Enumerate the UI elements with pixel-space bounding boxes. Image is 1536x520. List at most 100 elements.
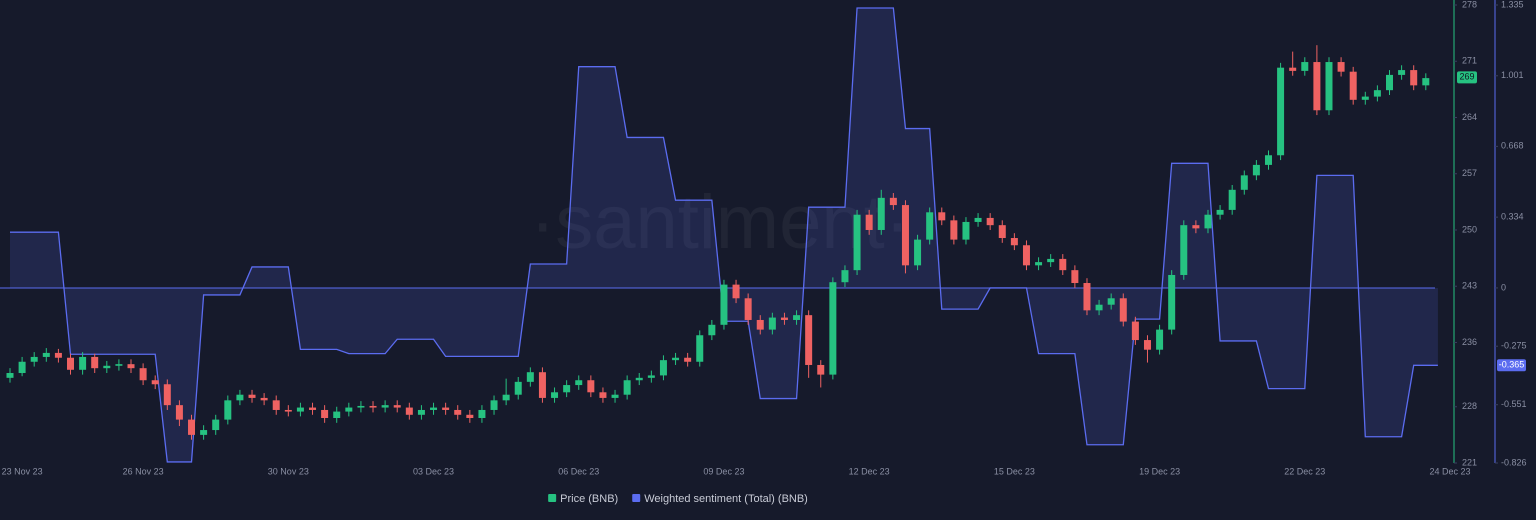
candle-body <box>6 373 14 378</box>
candle-body <box>865 214 873 230</box>
candle-body <box>914 239 922 266</box>
candle-body <box>321 409 329 419</box>
y2-tick-label: -0.275 <box>1501 341 1527 351</box>
legend-swatch <box>632 494 641 502</box>
candle-body <box>1240 175 1248 190</box>
candle-body <box>684 357 692 362</box>
candle-body <box>768 317 776 330</box>
candle-body <box>200 430 208 435</box>
candle-body <box>212 419 220 431</box>
x-tick-label: 23 Nov 23 <box>2 466 43 476</box>
candle-body <box>901 205 909 266</box>
y2-tick-label: 0.334 <box>1501 212 1524 222</box>
candle-body <box>417 409 425 415</box>
candle-body <box>526 372 534 382</box>
last-value-label: -0.365 <box>1499 360 1525 370</box>
x-tick-label: 30 Nov 23 <box>268 466 309 476</box>
candle-body <box>478 409 486 419</box>
candle-body <box>127 364 135 369</box>
candle-body <box>1168 274 1176 330</box>
last-value-box <box>1497 359 1526 372</box>
candle-body <box>1410 70 1418 86</box>
candles <box>6 45 1430 440</box>
candle-body <box>454 409 462 415</box>
candle-body <box>1228 189 1236 210</box>
y-tick-label: 271 <box>1462 56 1477 66</box>
candle-body <box>115 364 123 366</box>
last-value-label: 269 <box>1459 72 1474 82</box>
candle-body <box>1216 209 1224 215</box>
candle-body <box>42 352 50 357</box>
candle-body <box>369 405 377 408</box>
candle-body <box>393 405 401 408</box>
candle-body <box>599 392 607 398</box>
candle-body <box>163 384 171 406</box>
x-tick-label: 26 Nov 23 <box>123 466 164 476</box>
y-tick-label: 221 <box>1462 457 1477 467</box>
candle-body <box>284 409 292 412</box>
candle-body <box>18 361 26 374</box>
y2-tick-label: 0 <box>1501 282 1506 292</box>
candle-body <box>103 365 111 369</box>
candle-body <box>720 284 728 325</box>
candle-body <box>805 315 813 365</box>
candle-body <box>1071 270 1079 284</box>
candle-body <box>333 411 341 419</box>
candle-body <box>986 217 994 226</box>
candle-body <box>309 407 317 410</box>
candle-body <box>623 380 631 395</box>
candle-body <box>1192 225 1200 229</box>
candle-body <box>1119 298 1127 322</box>
candle-body <box>817 364 825 375</box>
candle-body <box>732 284 740 299</box>
candle-body <box>647 375 655 378</box>
candle-body <box>30 356 38 362</box>
x-tick-label: 09 Dec 23 <box>703 466 744 476</box>
x-tick-label: 03 Dec 23 <box>413 466 454 476</box>
candle-body <box>793 315 801 320</box>
candle-body <box>490 400 498 410</box>
candle-body <box>1422 78 1430 86</box>
candle-body <box>708 324 716 336</box>
candle-body <box>744 298 752 320</box>
y-tick-label: 236 <box>1462 337 1477 347</box>
candle-body <box>1373 90 1381 97</box>
candle-body <box>1252 164 1260 176</box>
y2-tick-label: 0.668 <box>1501 141 1524 151</box>
last-value-box <box>1457 71 1477 84</box>
candle-body <box>502 394 510 401</box>
candle-body <box>877 197 885 230</box>
candle-body <box>1107 298 1115 305</box>
candle-body <box>248 394 256 398</box>
candle-body <box>551 392 559 398</box>
candle-body <box>1349 71 1357 100</box>
candle-body <box>151 380 159 385</box>
candle-body <box>780 317 788 320</box>
candle-body <box>139 368 147 381</box>
candle-body <box>357 405 365 408</box>
candle-body <box>1385 74 1393 91</box>
candle-body <box>405 407 413 415</box>
y-tick-label: 228 <box>1462 401 1477 411</box>
legend-label: Weighted sentiment (Total) (BNB) <box>644 493 808 505</box>
y-tick-label: 278 <box>1462 0 1477 9</box>
candle-body <box>1156 329 1164 350</box>
y2-tick-label: -0.551 <box>1501 399 1527 409</box>
candle-body <box>345 407 353 412</box>
candle-body <box>236 394 244 401</box>
candle-body <box>67 357 75 370</box>
candle-body <box>962 221 970 240</box>
candle-body <box>260 397 268 401</box>
candle-body <box>1264 155 1272 165</box>
candle-body <box>1010 238 1018 246</box>
candle-body <box>1059 258 1067 271</box>
candle-body <box>538 372 546 398</box>
x-tick-label: 12 Dec 23 <box>849 466 890 476</box>
candle-body <box>1325 62 1333 111</box>
candle-body <box>1131 321 1139 341</box>
candle-body <box>79 356 87 370</box>
candle-body <box>1277 67 1285 156</box>
y-tick-label: 250 <box>1462 224 1477 234</box>
candle-body <box>1035 262 1043 266</box>
